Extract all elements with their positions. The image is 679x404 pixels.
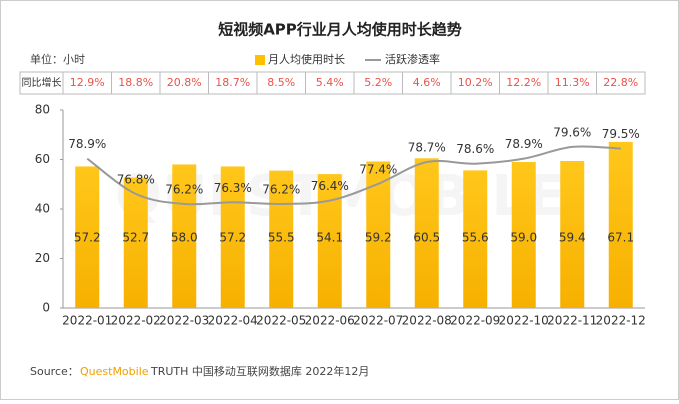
x-tick-label: 2022-12 [596,314,646,328]
x-tick-label: 2022-05 [256,314,306,328]
bar-value-label: 59.0 [510,231,537,245]
y-tick-label: 80 [35,103,50,117]
chart-title: 短视频APP行业月人均使用时长趋势 [218,21,462,39]
y-tick-label: 40 [35,202,50,216]
legend-label: 月人均使用时长 [268,53,345,66]
growth-label: 同比增长 [22,76,62,89]
growth-value: 8.5% [267,76,295,89]
x-tick-label: 2022-06 [305,314,355,328]
bar [172,164,197,308]
bar-value-label: 57.2 [219,231,246,245]
bar [317,174,342,308]
line-value-label: 76.2% [165,182,203,196]
source-text: TRUTH 中国移动互联网数据库 2022年12月 [150,364,369,378]
x-tick-label: 2022-09 [450,314,500,328]
x-tick-label: 2022-04 [208,314,258,328]
x-tick-label: 2022-08 [402,314,452,328]
growth-cell [596,71,646,95]
line-value-label: 77.4% [359,162,397,176]
bar [123,177,148,308]
growth-value: 5.4% [316,76,344,89]
line-value-label: 78.9% [505,137,543,151]
line-value-label: 78.9% [68,137,106,151]
bar [414,158,439,308]
bar-value-label: 57.2 [74,231,101,245]
source-brand: QuestMobile [80,365,149,378]
bar [560,160,585,308]
y-tick-label: 0 [42,301,50,315]
x-tick-label: 2022-11 [547,314,597,328]
x-tick-label: 2022-10 [499,314,549,328]
bar-value-label: 55.6 [462,231,489,245]
bar-value-label: 52.7 [122,231,149,245]
bar [463,170,488,308]
bar-value-label: 55.5 [268,231,295,245]
line-value-label: 79.5% [602,127,640,141]
line-value-label: 76.4% [311,179,349,193]
bar [269,170,294,308]
growth-value: 12.9% [70,76,105,89]
bar-value-label: 58.0 [171,231,198,245]
line [86,145,621,206]
legend-label: 活跃渗透率 [385,52,440,66]
bar-value-label: 59.2 [365,231,392,245]
line-value-label: 78.7% [408,141,446,155]
source-prefix: Source： [30,365,79,378]
line-value-label: 76.2% [262,182,300,196]
line-value-label: 76.3% [214,181,252,195]
growth-value: 22.8% [603,76,638,89]
x-tick-label: 2022-01 [62,314,112,328]
bar [511,161,536,308]
y-tick-label: 20 [35,251,50,265]
bar [366,161,391,308]
line-value-label: 79.6% [553,125,591,139]
growth-value: 18.8% [118,76,153,89]
x-tick-label: 2022-02 [111,314,161,328]
legend-swatch [255,55,265,65]
bar [220,166,245,308]
bar [75,166,100,308]
unit-label: 单位：小时 [30,52,85,66]
growth-value: 4.6% [413,76,441,89]
line-value-label: 76.8% [117,172,155,186]
growth-value: 5.2% [364,76,392,89]
x-tick-label: 2022-07 [353,314,403,328]
growth-value: 10.2% [458,76,493,89]
growth-value: 11.3% [555,76,590,89]
bar-value-label: 60.5 [413,231,440,245]
growth-value: 20.8% [167,76,202,89]
line-value-label: 78.6% [456,142,494,156]
growth-value: 12.2% [506,76,541,89]
y-tick-label: 60 [35,152,50,166]
x-tick-label: 2022-03 [159,314,209,328]
bar [608,141,633,308]
bar-value-label: 67.1 [607,231,634,245]
growth-value: 18.7% [215,76,250,89]
bar-value-label: 59.4 [559,231,586,245]
bar-value-label: 54.1 [316,231,343,245]
